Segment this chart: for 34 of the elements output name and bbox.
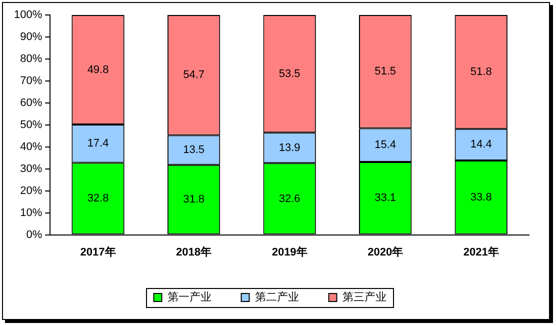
y-tick-label: 20% bbox=[20, 184, 42, 197]
data-label: 15.4 bbox=[374, 139, 396, 152]
x-tick-label: 2018年 bbox=[176, 245, 212, 258]
data-label: 54.7 bbox=[183, 69, 205, 82]
data-label: 14.4 bbox=[470, 138, 492, 151]
y-tick-label: 80% bbox=[20, 52, 42, 65]
data-label: 17.4 bbox=[87, 138, 109, 150]
data-label: 32.8 bbox=[87, 192, 109, 205]
data-label: 51.5 bbox=[374, 66, 396, 78]
x-tick-label: 2019年 bbox=[272, 245, 308, 258]
data-label: 49.8 bbox=[87, 64, 109, 76]
x-tick-label: 2020年 bbox=[368, 245, 404, 258]
data-label: 31.8 bbox=[183, 194, 205, 206]
y-tick-label: 10% bbox=[20, 206, 42, 219]
data-label: 53.5 bbox=[278, 68, 300, 80]
data-label: 13.9 bbox=[278, 142, 300, 154]
x-tick-label: 2021年 bbox=[463, 245, 499, 258]
legend-label: 第三产业 bbox=[342, 290, 386, 304]
legend-label: 第一产业 bbox=[167, 290, 212, 304]
y-tick-label: 90% bbox=[20, 31, 42, 44]
legend-label: 第二产业 bbox=[254, 290, 299, 304]
y-tick-label: 100% bbox=[14, 9, 42, 22]
y-tick-label: 50% bbox=[20, 118, 42, 131]
y-tick-label: 60% bbox=[20, 96, 42, 109]
y-tick-label: 0% bbox=[26, 228, 42, 241]
data-label: 33.1 bbox=[374, 192, 396, 204]
data-label: 32.6 bbox=[278, 192, 300, 205]
data-label: 51.8 bbox=[470, 66, 492, 78]
y-tick-label: 30% bbox=[20, 162, 42, 175]
y-tick-label: 40% bbox=[20, 140, 42, 153]
data-label: 13.5 bbox=[183, 144, 205, 156]
x-tick-label: 2017年 bbox=[80, 245, 116, 258]
y-tick-label: 70% bbox=[20, 74, 42, 87]
data-label: 33.8 bbox=[470, 191, 492, 204]
